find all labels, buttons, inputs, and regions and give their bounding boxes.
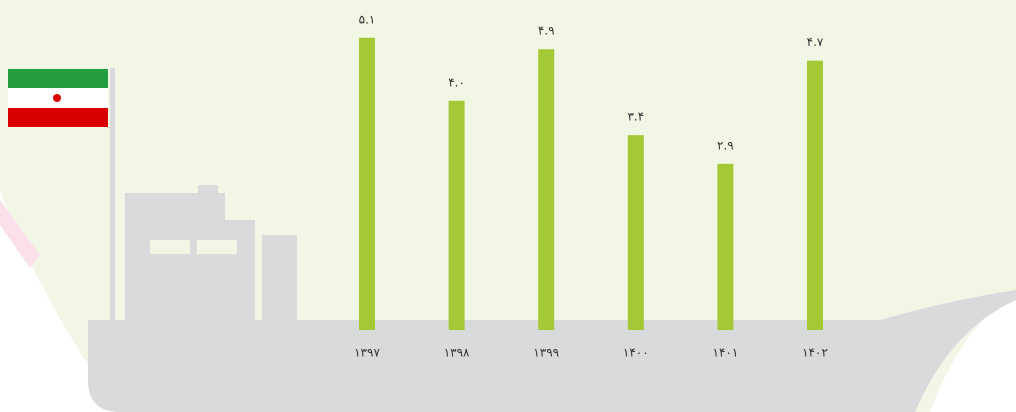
ship-window [150, 240, 190, 254]
value-label: ۴.۰ [448, 75, 465, 89]
bar [807, 60, 823, 330]
x-tick-label: ۱۳۹۸ [444, 346, 470, 360]
bar [717, 163, 734, 330]
x-tick-label: ۱۴۰۲ [802, 346, 828, 360]
value-label: ۵.۱ [359, 12, 376, 26]
decor [0, 200, 40, 268]
bar [359, 37, 375, 331]
x-tick-label: ۱۳۹۷ [354, 346, 380, 360]
value-label: ۳.۴ [627, 110, 644, 124]
x-tick-label: ۱۳۹۹ [533, 346, 559, 360]
value-label: ۴.۷ [807, 35, 824, 49]
bar [627, 135, 644, 330]
ship-window [197, 240, 237, 254]
ship [88, 68, 1016, 412]
bar [448, 100, 465, 330]
value-label: ۴.۹ [538, 24, 555, 38]
value-label: ۲.۹ [717, 138, 734, 152]
x-tick-label: ۱۴۰۰ [623, 346, 649, 360]
bar [538, 49, 555, 330]
x-tick-label: ۱۴۰۱ [713, 346, 739, 360]
flag [8, 69, 108, 127]
